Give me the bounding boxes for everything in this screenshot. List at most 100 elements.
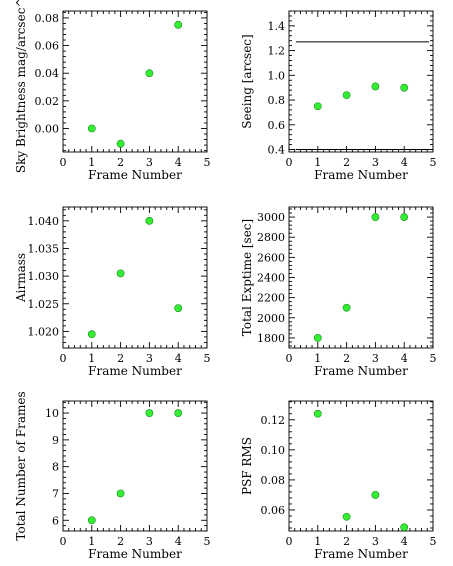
x-tick-label: 2	[343, 156, 350, 169]
x-tick-label: 0	[60, 535, 67, 548]
data-point	[371, 491, 380, 499]
y-tick-label: 0.8	[268, 94, 286, 107]
y-tick-label: 1.040	[28, 215, 60, 228]
x-tick-label: 0	[60, 156, 67, 169]
data-point	[87, 330, 96, 339]
data-point	[116, 269, 125, 278]
data-point	[342, 512, 351, 521]
data-point	[145, 69, 154, 78]
data-point	[313, 334, 322, 342]
y-tick-label: 0.08	[261, 474, 286, 487]
x-axis-label: Frame Number	[88, 168, 182, 182]
y-tick-label: 6	[52, 514, 59, 527]
y-axis-label: PSF RMS	[240, 437, 254, 495]
plot-frame	[288, 400, 434, 532]
y-tick-label: 2000	[257, 312, 285, 325]
x-tick-label: 5	[204, 156, 211, 169]
y-tick-label: 9	[52, 434, 59, 447]
data-point	[145, 409, 154, 417]
x-tick-label: 2	[117, 352, 124, 365]
x-axis-label: Frame Number	[314, 168, 408, 182]
y-tick-label: 1.030	[28, 270, 60, 283]
x-tick-label: 0	[286, 352, 293, 365]
x-tick-label: 0	[60, 352, 67, 365]
y-tick-label: 2200	[257, 292, 285, 305]
data-point	[400, 83, 409, 92]
y-tick-label: 0.10	[261, 444, 286, 457]
panel-4: 0 1 2 3 4 5 1800 2000 2200 2400 2600 2800 3000 Frame …	[240, 206, 437, 378]
data-point	[174, 20, 183, 29]
y-tick-label: 1.020	[28, 325, 60, 338]
y-axis-label: Total Number of Frames	[14, 391, 28, 540]
x-tick-label: 3	[372, 352, 379, 365]
y-tick-label: 1.025	[28, 298, 60, 311]
y-tick-label: 1.4	[268, 20, 286, 33]
y-tick-label: 0.08	[35, 12, 60, 25]
data-point	[400, 213, 409, 221]
x-tick-label: 4	[175, 156, 182, 169]
y-tick-label: 0.06	[261, 504, 286, 517]
y-axis-label: Sky Brightness mag/arcsec^2	[14, 0, 28, 173]
x-tick-label: 5	[430, 156, 437, 169]
x-tick-label: 1	[88, 156, 95, 169]
x-tick-label: 3	[146, 156, 153, 169]
data-point	[174, 304, 183, 313]
x-axis-label: Frame Number	[88, 364, 182, 378]
x-tick-label: 1	[314, 352, 321, 365]
x-tick-label: 3	[146, 535, 153, 548]
y-tick-label: 2800	[257, 231, 285, 244]
data-point	[116, 489, 125, 498]
y-tick-label: 1.035	[28, 242, 60, 255]
x-tick-label: 1	[88, 535, 95, 548]
x-tick-label: 5	[204, 352, 211, 365]
panel-6: 0 1 2 3 4 5 0.06 0.08 0.10 0.12 Frame Number PSF RM…	[240, 400, 437, 561]
data-point	[371, 82, 380, 91]
x-tick-label: 4	[401, 535, 408, 548]
y-tick-label: 1800	[257, 332, 285, 345]
y-tick-label: 8	[52, 461, 59, 474]
x-tick-label: 3	[372, 156, 379, 169]
plot-frame	[288, 206, 434, 349]
y-tick-label: 0.02	[35, 95, 60, 108]
plot-frame	[288, 10, 434, 153]
x-tick-label: 0	[286, 535, 293, 548]
y-tick-label: 1.2	[268, 45, 286, 58]
x-tick-label: 4	[401, 156, 408, 169]
x-tick-label: 4	[401, 352, 408, 365]
panel-3: 0 1 2 3 4 5 1.020 1.025 1.030 1.035 1.040 Frame Num…	[14, 206, 211, 378]
data-point	[400, 523, 409, 532]
x-tick-label: 1	[314, 535, 321, 548]
data-point	[145, 216, 154, 225]
y-tick-label: 2600	[257, 251, 285, 264]
y-axis-label: Seeing [arcsec]	[240, 34, 254, 128]
panel-1: 0 1 2 3 4 5 0.00 0.02 0.04 0.06 0.08 Frame Number Sk…	[14, 0, 211, 182]
x-axis-label: Frame Number	[314, 364, 408, 378]
panel-2: 0 1 2 3 4 5 0.4 0.6 0.8 1.0 1.2 1.4 Frame Number Seei…	[240, 10, 437, 182]
y-tick-label: 0.04	[35, 67, 60, 80]
x-tick-label: 5	[430, 535, 437, 548]
y-tick-label: 0.6	[268, 119, 286, 132]
y-tick-label: 3000	[257, 211, 285, 224]
x-tick-label: 1	[88, 352, 95, 365]
y-tick-label: 2400	[257, 272, 285, 285]
x-tick-label: 2	[117, 535, 124, 548]
x-tick-label: 3	[372, 535, 379, 548]
y-tick-label: 0.06	[35, 40, 60, 53]
panel-5: 0 1 2 3 4 5 6 7 8 9 10 Frame Number Total Number of …	[14, 391, 211, 561]
y-tick-label: 7	[52, 487, 59, 500]
y-axis-label: Airmass	[14, 253, 28, 303]
x-axis-label: Frame Number	[314, 547, 408, 561]
data-point	[174, 409, 183, 417]
data-point	[371, 213, 380, 221]
data-point	[116, 139, 125, 148]
x-tick-label: 4	[175, 352, 182, 365]
data-point	[342, 91, 351, 100]
y-tick-label: 1.0	[268, 69, 286, 82]
y-tick-label: 0.12	[261, 414, 286, 427]
y-tick-label: 0.4	[268, 144, 286, 157]
plot-frame	[62, 400, 208, 532]
data-point	[87, 124, 96, 133]
x-tick-label: 2	[343, 352, 350, 365]
data-point	[342, 303, 351, 312]
